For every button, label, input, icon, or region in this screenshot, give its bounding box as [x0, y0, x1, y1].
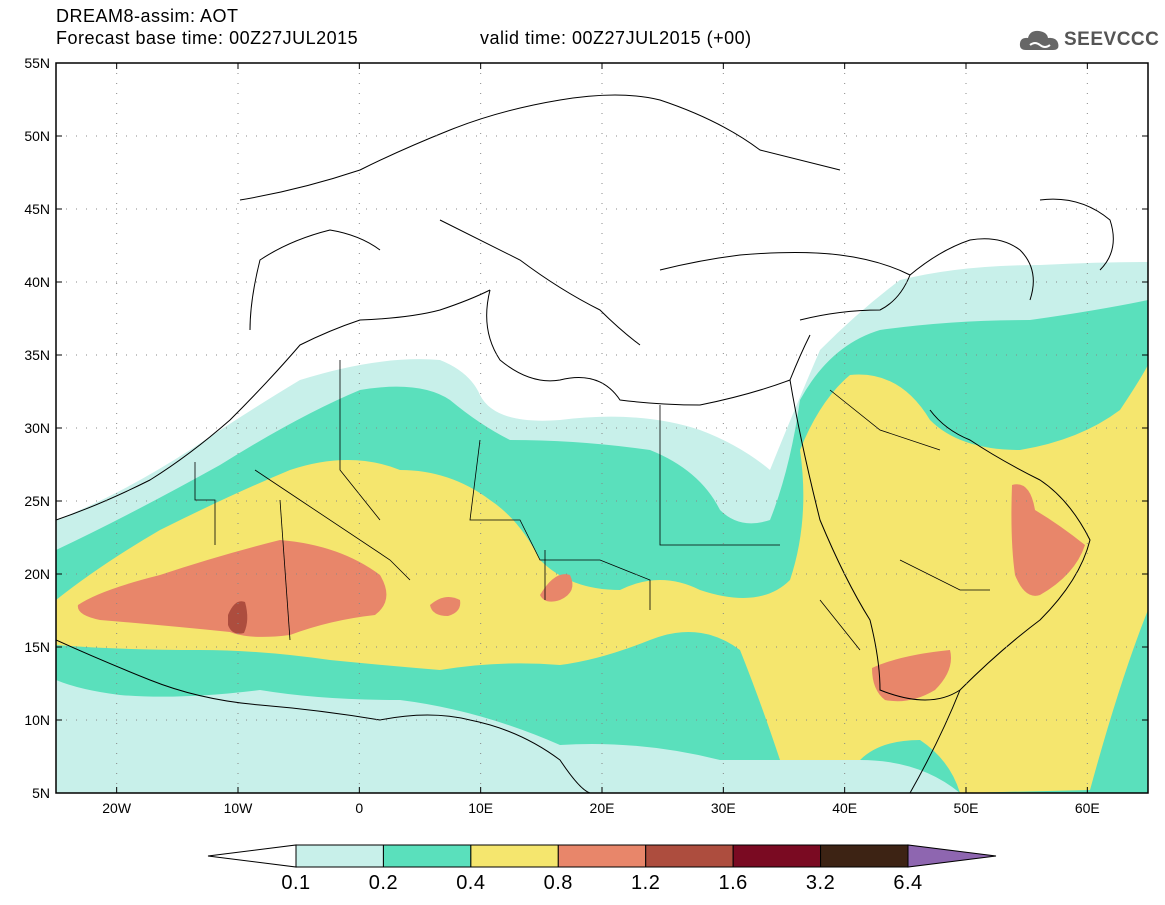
colorbar-segment	[470, 844, 559, 868]
logo-text: SEEVCCC	[1064, 29, 1160, 50]
lat-label: 30N	[24, 420, 50, 436]
aot-band-0.8-yemen	[872, 650, 951, 702]
aot-band-1.2	[228, 601, 248, 634]
lat-label: 25N	[24, 493, 50, 509]
colorbar-label: 0.8	[543, 872, 573, 894]
lon-label: 30E	[711, 800, 736, 816]
colorbar-segment	[820, 844, 909, 868]
colorbar-label: 0.4	[456, 872, 486, 894]
chart-title: DREAM8-assim: AOT	[56, 6, 239, 26]
aot-band-0.8-chad	[540, 574, 573, 602]
lat-label: 10N	[24, 712, 50, 728]
colorbar-segment	[645, 844, 734, 868]
aot-band-0.8-oman	[1011, 484, 1085, 596]
gridlines	[56, 63, 1148, 793]
colorbar-label: 6.4	[893, 872, 923, 894]
aot-field	[56, 262, 1148, 793]
lon-label: 20E	[590, 800, 615, 816]
cloud-icon	[1019, 30, 1059, 50]
country-borders	[194, 360, 990, 651]
coastlines	[56, 94, 1114, 793]
seevccc-logo: SEEVCCC	[1018, 26, 1160, 56]
colorbar-label: 1.2	[631, 872, 661, 894]
lon-label: 10W	[224, 800, 254, 816]
lat-label: 5N	[32, 785, 50, 801]
aot-band-0.8-mali	[430, 596, 461, 616]
lon-label: 60E	[1075, 800, 1100, 816]
lon-label: 20W	[102, 800, 132, 816]
lon-label: 40E	[832, 800, 857, 816]
colorbar-label: 0.1	[281, 872, 311, 894]
longitude-labels: 20W 10W 0 10E 20E 30E 40E 50E 60E	[102, 800, 1100, 816]
forecast-time-line: Forecast base time: 00Z27JUL2015 valid ti…	[56, 28, 751, 48]
colorbar-high-arrow	[907, 844, 997, 868]
lon-label: 50E	[954, 800, 979, 816]
colorbar-low-arrow	[207, 844, 297, 868]
lon-label: 10E	[468, 800, 493, 816]
lat-label: 55N	[24, 55, 50, 71]
latitude-labels: 5N 10N 15N 20N 25N 30N 35N 40N 45N 50N 55N	[24, 55, 50, 801]
axis-ticks	[56, 62, 1148, 794]
lat-label: 20N	[24, 566, 50, 582]
lat-label: 40N	[24, 274, 50, 290]
aot-band-0.8-west	[77, 540, 387, 637]
lat-label: 35N	[24, 347, 50, 363]
colorbar-segment	[382, 844, 472, 868]
colorbar-label: 1.6	[718, 872, 748, 894]
base-time: Forecast base time: 00Z27JUL2015	[56, 28, 359, 48]
lat-label: 45N	[24, 201, 50, 217]
lat-label: 50N	[24, 128, 50, 144]
valid-time: valid time: 00Z27JUL2015 (+00)	[480, 28, 752, 48]
colorbar-label: 0.2	[368, 872, 399, 894]
colorbar-segment	[557, 844, 647, 868]
colorbar-label: 3.2	[805, 872, 836, 894]
lat-label: 15N	[24, 639, 50, 655]
lon-label: 0	[355, 800, 363, 816]
colorbar-segment	[295, 844, 384, 868]
colorbar-segment	[732, 844, 822, 868]
